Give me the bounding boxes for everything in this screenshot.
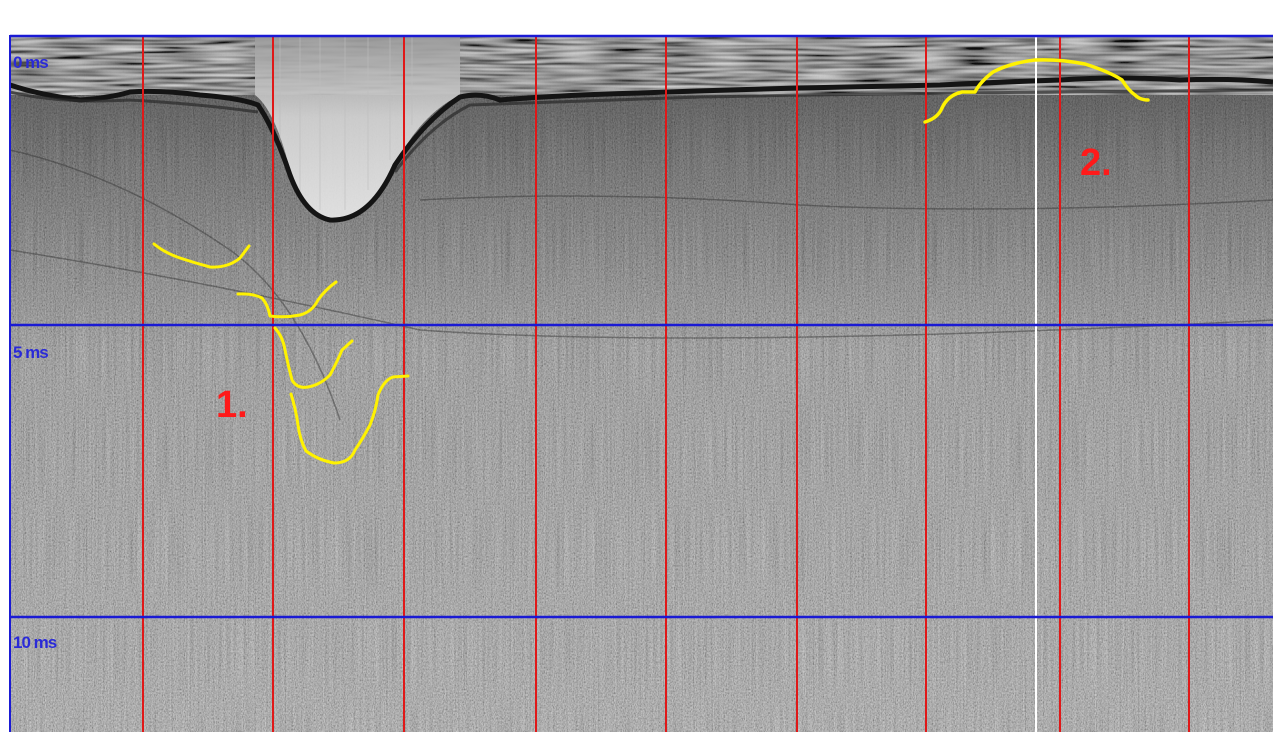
- seabed-reflector: [10, 75, 1273, 223]
- time-label-5ms: 5 ms: [13, 343, 48, 362]
- water-column: [255, 35, 460, 219]
- trace-1a: [152, 242, 251, 269]
- annotation-label-1: 1.: [216, 384, 248, 426]
- trace-1d: [289, 374, 410, 465]
- trace-1c: [273, 326, 354, 389]
- time-lines: [10, 34, 1273, 619]
- traces-group-2: [923, 58, 1150, 124]
- traces-group-1: [152, 242, 410, 465]
- trace-1b: [236, 280, 338, 319]
- annotation-label-2: 2.: [1080, 142, 1112, 184]
- time-label-10ms: 10 ms: [13, 633, 57, 652]
- seismic-image: [10, 35, 1273, 732]
- time-label-0ms: 0 ms: [13, 53, 48, 72]
- trace-2: [923, 58, 1150, 124]
